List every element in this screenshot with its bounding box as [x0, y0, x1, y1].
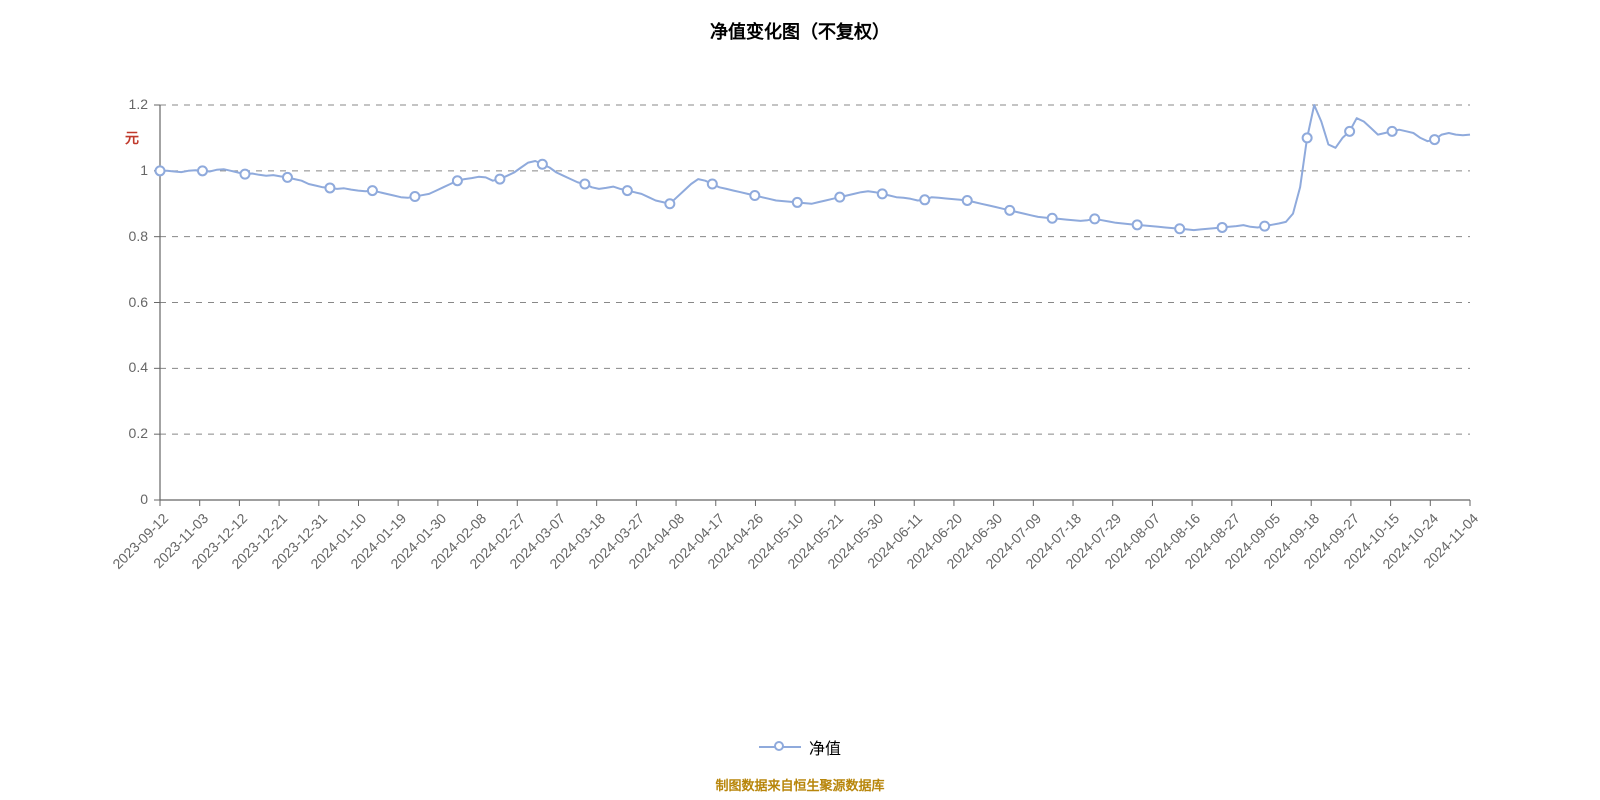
legend-label: 净值: [809, 735, 841, 759]
legend: 净值: [0, 735, 1600, 760]
y-tick-label: 1: [100, 162, 148, 178]
y-tick-label: 0.2: [100, 425, 148, 441]
chart-container: { "chart": { "type": "line", "title": "净…: [0, 0, 1600, 800]
chart-footer: 制图数据来自恒生聚源数据库: [0, 775, 1600, 794]
y-tick-label: 0.8: [100, 228, 148, 244]
y-tick-label: 0.6: [100, 294, 148, 310]
y-tick-label: 0: [100, 491, 148, 507]
y-tick-label: 1.2: [100, 96, 148, 112]
chart-svg: [0, 0, 1600, 800]
legend-marker: [759, 739, 801, 755]
y-tick-label: 0.4: [100, 359, 148, 375]
